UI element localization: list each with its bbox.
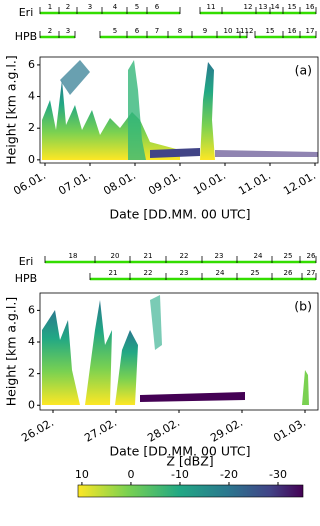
segment-id: 21 [109, 269, 118, 277]
x-tick-label: 11.01. [236, 169, 273, 198]
segment-id: 18 [69, 252, 78, 260]
row-name: Eri [19, 6, 34, 19]
segment-id: 20 [111, 252, 120, 260]
segment-id: 8 [178, 27, 182, 35]
y-tick-label: 2 [28, 367, 35, 380]
segment-id: 16 [306, 3, 315, 11]
colorbar [77, 484, 304, 498]
plot-frame [39, 292, 319, 411]
segment-id: 21 [144, 252, 153, 260]
segment-id: 10 [224, 27, 233, 35]
y-tick-label: 0 [28, 398, 35, 411]
segment-id: 4 [113, 3, 118, 11]
y-tick-label: 4 [28, 90, 35, 103]
segment-id: 3 [88, 3, 92, 11]
y-tick-label: 2 [28, 121, 35, 134]
segment-id: 12 [244, 3, 253, 11]
segment-id: 15 [288, 3, 297, 11]
y-tick-label: 4 [28, 335, 35, 348]
colorbar-label: Z [dBZ] [166, 454, 213, 469]
segment-id: 5 [135, 3, 139, 11]
plot-frame [39, 56, 319, 164]
segment-id: 14 [271, 3, 280, 11]
y-tick-label: 6 [28, 303, 35, 316]
x-axis-label: Date [DD.MM. 00 UTC] [109, 444, 250, 459]
segment-id: 22 [144, 269, 153, 277]
segment-id: 16 [288, 27, 297, 35]
segment-id: 27 [307, 269, 316, 277]
y-axis-label: Height [km a.g.l.] [4, 297, 19, 406]
radar-field [42, 60, 318, 160]
x-tick-label: 08.01. [101, 169, 138, 198]
row-name: HPB [15, 272, 37, 285]
segment-id: 7 [155, 27, 159, 35]
x-tick-label: 06.01. [11, 169, 48, 198]
x-tick-label: 01.03. [271, 416, 308, 445]
x-tick-label: 26.02. [19, 416, 56, 445]
segment-id: 15 [266, 27, 275, 35]
segment-id: 26 [284, 269, 293, 277]
y-tick-label: 0 [28, 153, 35, 166]
x-tick-label: 28.02. [145, 416, 182, 445]
y-tick-label: 6 [28, 58, 35, 71]
segment-id: 9 [203, 27, 207, 35]
y-axis-label: Height [km a.g.l.] [4, 55, 19, 164]
segment-id: 23 [215, 252, 224, 260]
x-tick-label: 27.02. [82, 416, 119, 445]
row-name: Eri [19, 255, 34, 268]
segment-id: 26 [307, 252, 316, 260]
segment-id: 3 [66, 27, 70, 35]
segment-id: 17 [306, 27, 315, 35]
segment-id: 11 [236, 27, 245, 35]
x-tick-label: 07.01. [56, 169, 93, 198]
segment-id: 23 [180, 269, 189, 277]
row-name: HPB [15, 30, 37, 43]
colorbar-tick-label: 0 [127, 468, 134, 481]
segment-id: 1 [48, 3, 52, 11]
segment-id: 6 [135, 27, 140, 35]
x-axis-label: Date [DD.MM. 00 UTC] [109, 207, 250, 222]
segment-id: 2 [48, 27, 52, 35]
segment-id: 5 [113, 27, 117, 35]
segment-id: 24 [216, 269, 225, 277]
x-tick-label: 10.01. [191, 169, 228, 198]
segment-id: 2 [66, 3, 70, 11]
segment-id: 24 [254, 252, 263, 260]
segment-id: 13 [259, 3, 268, 11]
x-tick-label: 12.01. [281, 169, 318, 198]
colorbar-tick-label: -30 [269, 468, 287, 481]
panel-label: (a) [295, 63, 312, 78]
segment-id: 11 [207, 3, 216, 11]
panel-label: (b) [294, 299, 312, 314]
radar-field [42, 295, 309, 405]
colorbar-tick-label: 10 [75, 468, 89, 481]
segment-id: 25 [251, 269, 260, 277]
colorbar-tick-label: -20 [220, 468, 238, 481]
x-tick-label: 09.01. [146, 169, 183, 198]
segment-id: 6 [155, 3, 160, 11]
x-tick-label: 29.02. [208, 416, 245, 445]
segment-id: 22 [180, 252, 189, 260]
colorbar-tick-label: -10 [171, 468, 189, 481]
segment-id: 12 [245, 27, 254, 35]
segment-id: 25 [284, 252, 293, 260]
